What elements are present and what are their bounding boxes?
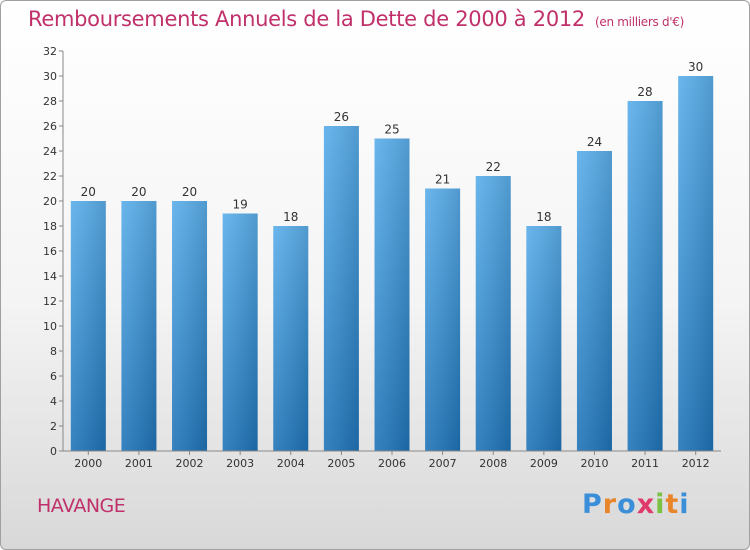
y-tick-label: 26 (43, 120, 57, 133)
town-name: HAVANGE (37, 495, 126, 517)
x-tick-label: 2007 (429, 457, 457, 470)
brand-letter: r (602, 489, 618, 520)
title-text: Remboursements Annuels de la Dette de 20… (28, 7, 585, 31)
y-tick-label: 2 (50, 420, 57, 433)
y-tick-label: 14 (43, 270, 57, 283)
brand-letter: P (582, 489, 603, 520)
x-tick-label: 2011 (631, 457, 659, 470)
bar-shade (273, 226, 309, 451)
brand-letter: t (665, 489, 680, 520)
bar-shade (172, 201, 208, 451)
y-tick-label: 18 (43, 220, 57, 233)
brand-letter: x (636, 489, 656, 520)
bar-shade (323, 126, 359, 451)
y-tick-label: 24 (43, 145, 57, 158)
bar-shade (374, 138, 410, 451)
x-tick-label: 2003 (226, 457, 254, 470)
bar-shade (576, 151, 612, 451)
x-tick-label: 2010 (580, 457, 608, 470)
data-label: 21 (435, 173, 450, 187)
data-label: 20 (182, 185, 197, 199)
unit-text: (en milliers d'€) (595, 15, 685, 29)
bar-shade (425, 188, 461, 451)
brand-letter: o (617, 489, 637, 520)
x-tick-label: 2012 (682, 457, 710, 470)
y-tick-label: 4 (50, 395, 57, 408)
x-tick-label: 2002 (176, 457, 204, 470)
x-axis: 2000 2001 2002 2003 2004 2005 2006 2007 2008 2009… (63, 450, 721, 470)
bars: 20 20 20 19 18 26 25 21 22 18 24 28 30 (70, 60, 714, 451)
y-tick-label: 10 (43, 320, 57, 333)
y-tick-label: 28 (43, 95, 57, 108)
chart-title: Remboursements Annuels de la Dette de 20… (28, 7, 684, 31)
y-tick-label: 20 (43, 195, 57, 208)
y-tick-label: 30 (43, 70, 57, 83)
bar-shade (222, 213, 258, 451)
x-tick-label: 2008 (479, 457, 507, 470)
y-tick-label: 8 (50, 345, 57, 358)
brand-letter: i (655, 489, 666, 520)
data-label: 19 (233, 198, 248, 212)
brand-letter: i (679, 489, 690, 520)
y-tick-label: 0 (50, 445, 57, 458)
bar-shade (526, 226, 562, 451)
y-tick-label: 16 (43, 245, 57, 258)
x-tick-label: 2009 (530, 457, 558, 470)
brand-logo: Proxiti (582, 489, 690, 520)
y-tick-label: 12 (43, 295, 57, 308)
x-tick-label: 2006 (378, 457, 406, 470)
x-tick-label: 2004 (277, 457, 305, 470)
data-label: 28 (637, 85, 652, 99)
bar-shade (627, 101, 663, 451)
data-label: 30 (688, 60, 703, 74)
data-label: 25 (384, 123, 399, 137)
x-tick-label: 2000 (74, 457, 102, 470)
x-tick-label: 2001 (125, 457, 153, 470)
data-label: 18 (283, 210, 298, 224)
bar-shade (70, 201, 106, 451)
data-label: 18 (536, 210, 551, 224)
data-label: 20 (131, 185, 146, 199)
bar-shade (678, 76, 714, 451)
x-tick-label: 2005 (327, 457, 355, 470)
bar-shade (475, 176, 511, 451)
bar-shade (121, 201, 157, 451)
data-label: 20 (81, 185, 96, 199)
y-tick-label: 22 (43, 170, 57, 183)
data-label: 22 (486, 160, 501, 174)
data-label: 24 (587, 135, 602, 149)
y-tick-label: 6 (50, 370, 57, 383)
data-label: 26 (334, 110, 349, 124)
y-tick-label: 32 (43, 45, 57, 58)
